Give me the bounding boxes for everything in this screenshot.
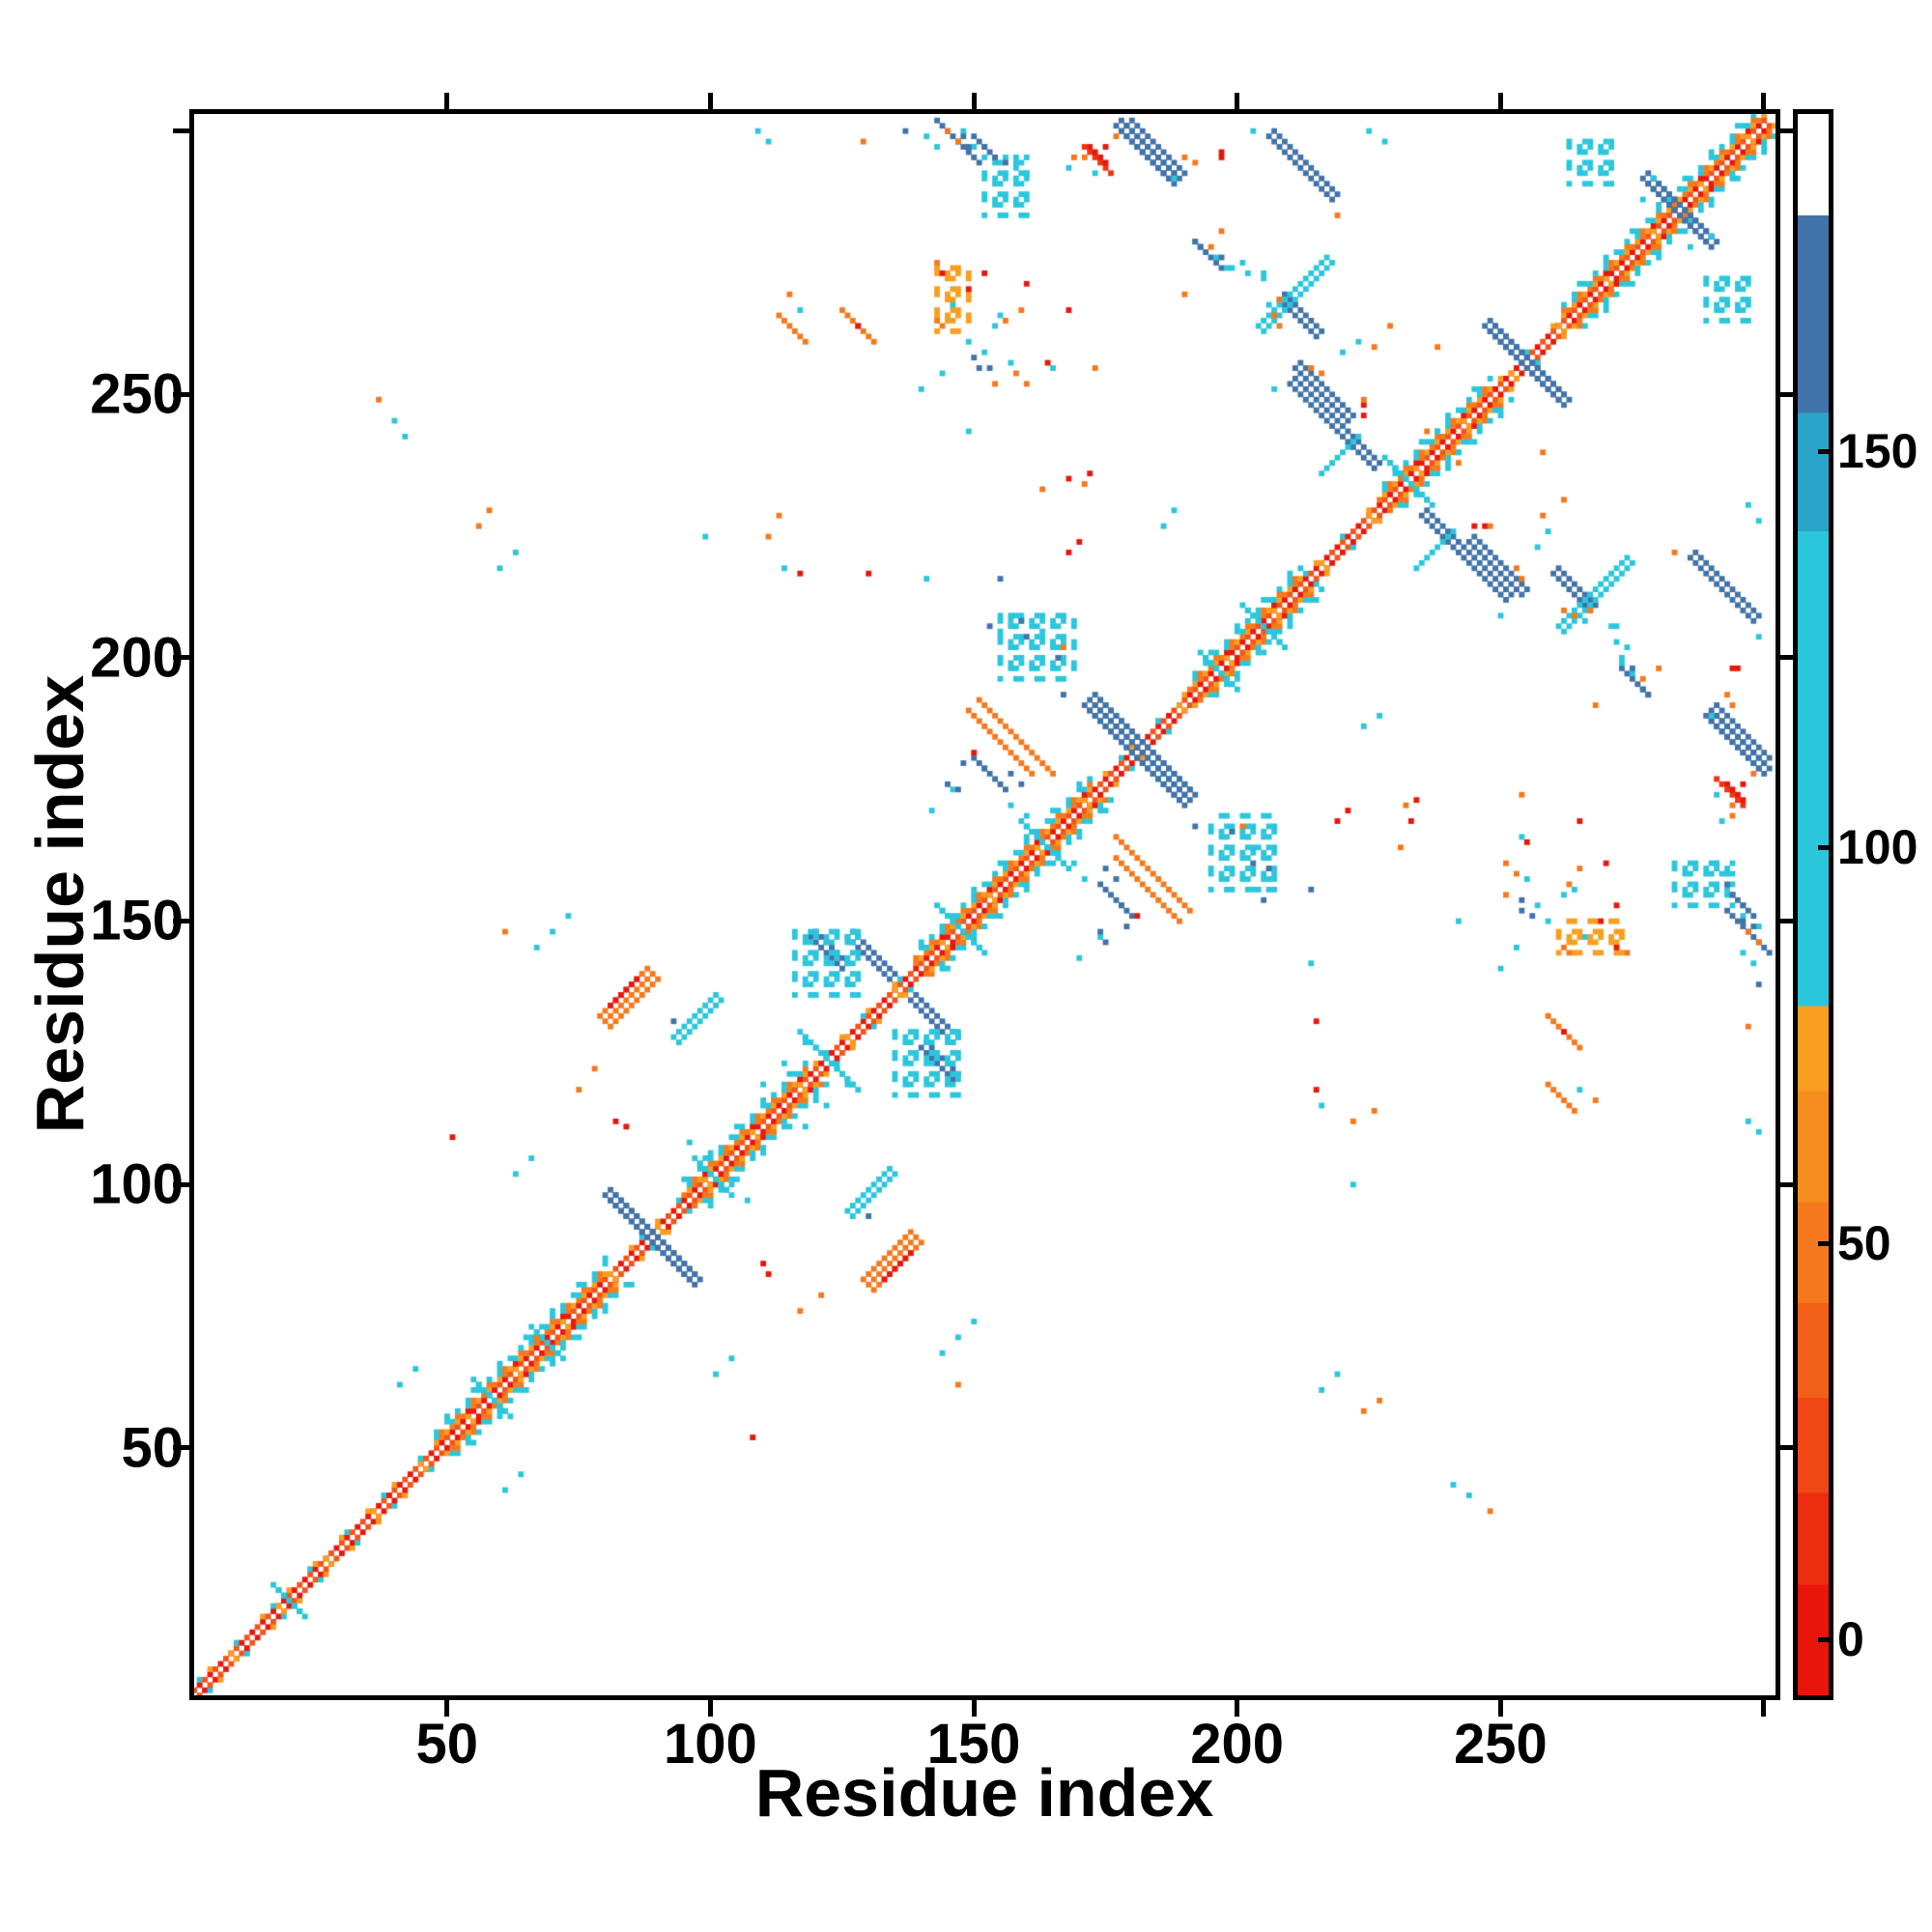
x-tick — [707, 1700, 713, 1717]
y-tick — [173, 1445, 189, 1451]
y-tick-right — [1780, 128, 1797, 133]
colorbar-tick-label: 0 — [1837, 1612, 1864, 1666]
y-tick-label: 250 — [90, 362, 184, 426]
x-tick-label: 100 — [664, 1713, 757, 1776]
colorbar-tick-label: 150 — [1837, 424, 1918, 478]
colorbar — [1793, 109, 1833, 1700]
y-tick-right — [1780, 655, 1797, 661]
x-tick-top — [1235, 93, 1240, 109]
y-axis-title: Residue index — [22, 674, 98, 1134]
y-tick-right — [1780, 1181, 1797, 1187]
y-tick — [173, 1181, 189, 1187]
x-tick — [1235, 1700, 1240, 1717]
x-tick-top — [707, 93, 713, 109]
x-tick-top — [444, 93, 450, 109]
colorbar-tick — [1818, 1636, 1833, 1642]
x-tick — [444, 1700, 450, 1717]
y-tick-right — [1780, 391, 1797, 397]
x-tick-label: 250 — [1453, 1713, 1548, 1776]
y-tick — [173, 391, 189, 397]
x-tick-top — [971, 93, 977, 109]
y-tick-right — [1780, 918, 1797, 923]
y-tick — [173, 918, 189, 923]
y-tick-right — [1780, 1445, 1797, 1451]
y-tick-label: 200 — [90, 626, 184, 690]
y-tick-label: 150 — [90, 889, 184, 952]
y-tick-label: 100 — [90, 1152, 184, 1216]
y-tick — [173, 655, 189, 661]
colorbar-tick — [1818, 448, 1833, 454]
x-tick-label: 150 — [926, 1713, 1021, 1776]
x-tick-top — [1761, 93, 1767, 109]
y-tick-label: 50 — [121, 1416, 184, 1480]
x-tick-label: 200 — [1190, 1713, 1285, 1776]
x-axis-title: Residue index — [754, 1755, 1214, 1831]
x-tick-label: 50 — [415, 1713, 478, 1776]
x-tick — [1761, 1700, 1767, 1717]
plot-area — [189, 109, 1780, 1700]
colorbar-tick — [1818, 1240, 1833, 1246]
colorbar-gradient — [1798, 114, 1829, 1695]
colorbar-tick-label: 50 — [1837, 1216, 1891, 1270]
x-tick-top — [1497, 93, 1503, 109]
x-tick — [1497, 1700, 1503, 1717]
x-tick — [971, 1700, 977, 1717]
y-tick — [173, 128, 189, 133]
heatmap-canvas — [194, 114, 1776, 1695]
colorbar-tick — [1818, 844, 1833, 850]
colorbar-tick-label: 100 — [1837, 820, 1918, 874]
